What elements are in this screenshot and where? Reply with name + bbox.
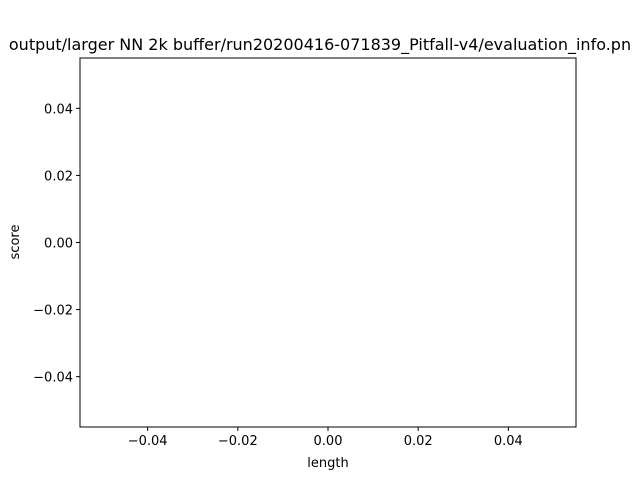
x-tick-label: 0.02 (404, 434, 433, 449)
x-axis-ticks: −0.04 −0.02 0.00 0.02 0.04 (128, 427, 523, 449)
chart-title: output/larger NN 2k buffer/run20200416-0… (9, 35, 631, 55)
y-tick-label: 0.04 (44, 102, 73, 117)
y-axis-ticks: −0.04 −0.02 0.00 0.02 0.04 (33, 102, 80, 386)
x-axis-label: length (307, 456, 348, 471)
y-tick-label: 0.02 (44, 169, 73, 184)
x-tick-label: 0.04 (494, 434, 523, 449)
y-tick-label: 0.00 (44, 237, 73, 252)
y-tick-label: −0.04 (33, 371, 73, 386)
x-tick-label: −0.04 (128, 434, 168, 449)
x-tick-label: −0.02 (218, 434, 258, 449)
y-axis-label: score (8, 225, 23, 260)
y-tick-label: −0.02 (33, 304, 73, 319)
x-tick-label: 0.00 (314, 434, 343, 449)
